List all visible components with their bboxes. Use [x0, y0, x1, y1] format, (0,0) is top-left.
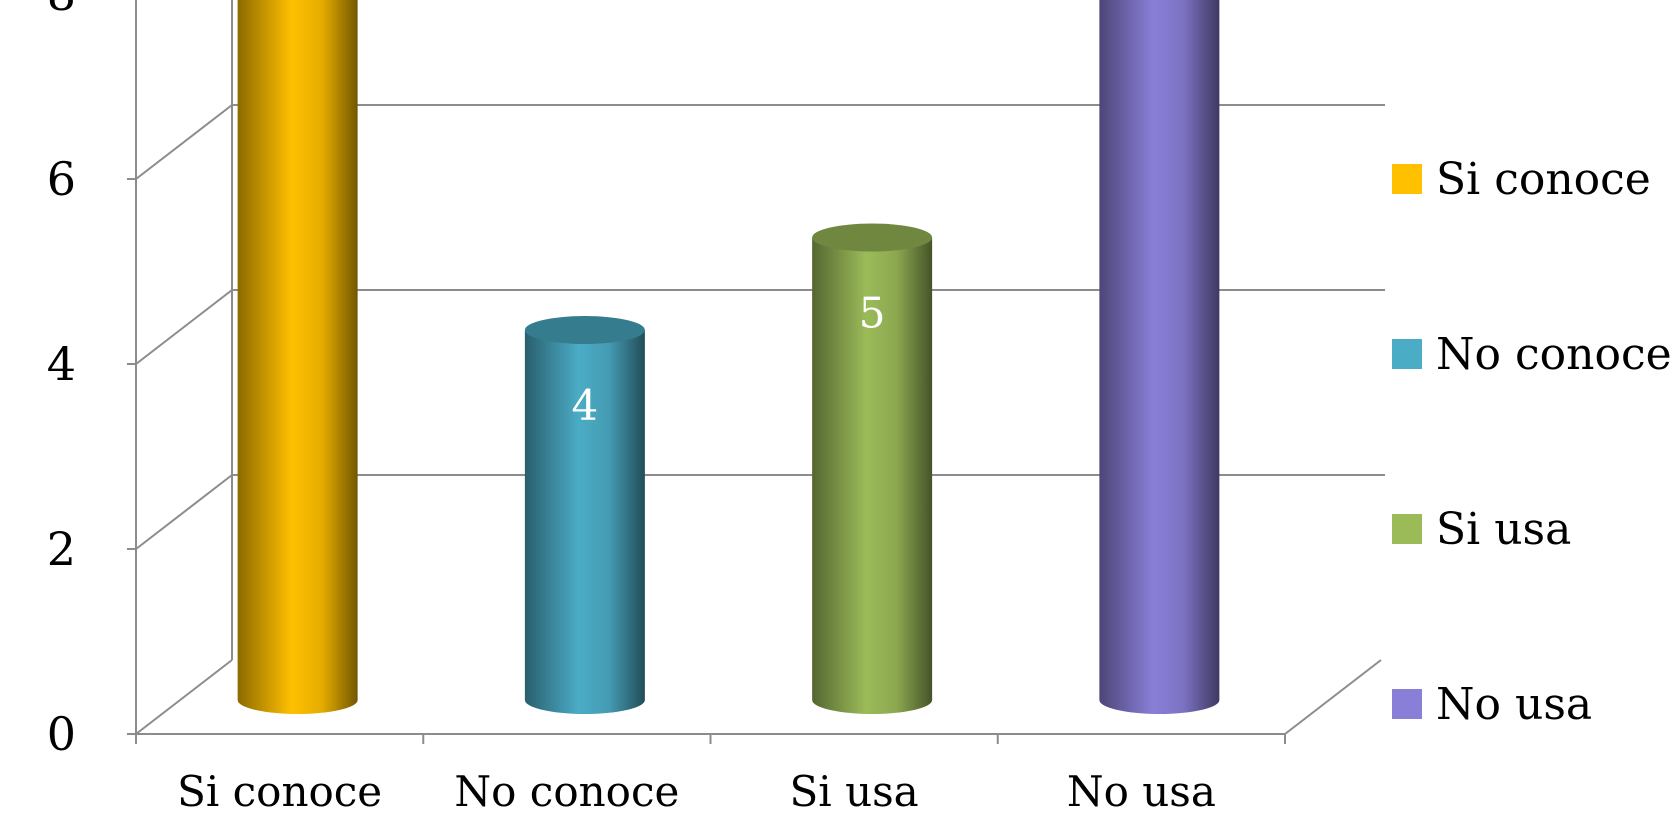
- y-tick-label: 4: [47, 337, 76, 391]
- x-axis-category-labels: Si conoce No conoce Si usa No usa: [177, 767, 1216, 816]
- legend-swatch: [1392, 689, 1422, 719]
- legend-swatch: [1392, 164, 1422, 194]
- y-tick-label: 2: [47, 522, 76, 576]
- y-tick-label: 0: [47, 707, 76, 761]
- y-tick-label: 6: [47, 152, 76, 206]
- legend-label: No usa: [1436, 679, 1592, 730]
- legend-label: Si conoce: [1436, 154, 1651, 205]
- x-category-label: Si conoce: [177, 767, 382, 816]
- gridline-side: [135, 659, 233, 735]
- bar-no-conoce: [524, 316, 645, 715]
- legend-label: Si usa: [1436, 504, 1571, 555]
- data-label: 4: [572, 381, 599, 430]
- legend-label: No conoce: [1436, 329, 1672, 380]
- legend: Si conoce No conoce Si usa No usa: [1392, 154, 1672, 730]
- bar-si-conoce: [237, 0, 358, 714]
- legend-swatch: [1392, 339, 1422, 369]
- legend-item: No conoce: [1392, 329, 1672, 380]
- gridline-side: [135, 289, 233, 365]
- axes: [127, 0, 1382, 744]
- bars: 134512: [237, 0, 1220, 715]
- gridline-side: [135, 474, 233, 550]
- bar-no-usa: [1099, 0, 1220, 714]
- x-category-label: No conoce: [454, 767, 679, 816]
- bar-body: [812, 237, 933, 715]
- legend-item: Si conoce: [1392, 154, 1651, 205]
- y-axis-tick-labels: 02468101214: [47, 0, 76, 761]
- bar-top: [524, 316, 645, 344]
- legend-item: Si usa: [1392, 504, 1571, 555]
- floor-right-edge: [1284, 659, 1382, 735]
- x-category-label: Si usa: [790, 767, 919, 816]
- legend-swatch: [1392, 514, 1422, 544]
- y-tick-label: 8: [47, 0, 76, 21]
- data-label: 5: [859, 289, 886, 338]
- bar-body: [237, 0, 358, 714]
- bar-top: [812, 223, 933, 252]
- gridline-side: [135, 104, 233, 180]
- bar-si-usa: [812, 223, 933, 715]
- legend-item: No usa: [1392, 679, 1592, 730]
- bar-body: [1099, 0, 1220, 714]
- x-category-label: No usa: [1067, 767, 1216, 816]
- bar-body: [524, 330, 645, 715]
